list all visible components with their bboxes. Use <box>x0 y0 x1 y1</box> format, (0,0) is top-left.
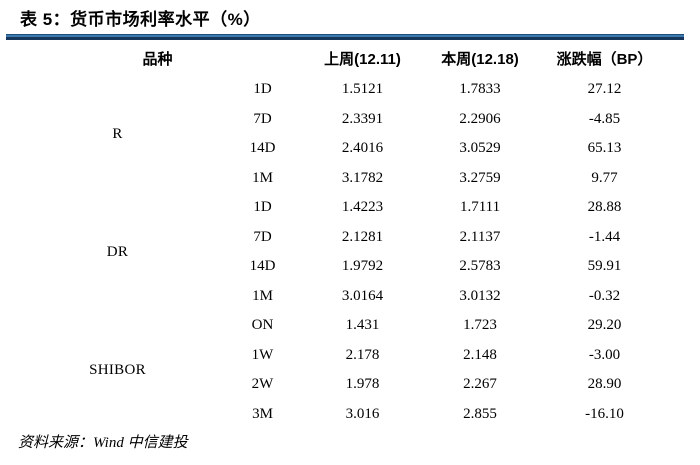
table-row: DR 1D 1.4223 1.7111 28.88 <box>0 193 684 259</box>
cell-tenor: 1D <box>253 81 272 98</box>
cell-tenor: 1W <box>251 346 274 363</box>
cell-last-week: 2.4016 <box>341 140 384 157</box>
cell-last-week: 2.178 <box>345 346 380 363</box>
cell-last-week: 3.1782 <box>341 169 384 186</box>
cell-change: 65.13 <box>587 140 622 157</box>
cell-change: 29.20 <box>587 317 622 334</box>
cell-this-week: 3.0529 <box>459 140 501 157</box>
cell-this-week: 1.723 <box>463 317 497 334</box>
cell-tenor: 1M <box>252 287 273 304</box>
data-source-note: 资料来源：Wind 中信建投 <box>18 435 188 451</box>
cell-tenor: 2W <box>251 376 274 393</box>
cell-this-week: 1.7111 <box>459 199 501 216</box>
cell-change: -0.32 <box>588 287 621 304</box>
cell-tenor: 14D <box>249 140 276 157</box>
cell-this-week: 2.267 <box>463 376 497 393</box>
table-row: 3M 3.016 2.855 -16.10 <box>0 400 684 430</box>
table-row: 14D 2.4016 3.0529 65.13 <box>0 134 684 164</box>
cell-change: 59.91 <box>587 258 622 275</box>
cell-this-week: 3.2759 <box>459 169 501 186</box>
cell-tenor: 7D <box>253 228 272 245</box>
table-row: 14D 1.9792 2.5783 59.91 <box>0 252 684 282</box>
table-row: 1M 3.0164 3.0132 -0.32 <box>0 282 684 312</box>
cell-change: 9.77 <box>591 169 618 186</box>
cell-change: 28.88 <box>587 199 622 216</box>
cell-this-week: 2.5783 <box>459 258 501 275</box>
cell-this-week: 3.0132 <box>459 287 501 304</box>
cell-last-week: 1.431 <box>345 317 380 334</box>
cell-last-week: 2.3391 <box>341 110 384 127</box>
cell-last-week: 3.016 <box>345 405 380 422</box>
table-row: R 1D 1.5121 1.7833 27.12 <box>0 75 684 141</box>
table-row: 2W 1.978 2.267 28.90 <box>0 370 684 400</box>
table-row: SHIBOR ON 1.431 1.723 29.20 <box>0 311 684 377</box>
cell-tenor: 14D <box>249 258 276 275</box>
header-last-week: 上周(12.11) <box>324 50 401 68</box>
cell-change: -16.10 <box>585 405 624 422</box>
cell-last-week: 1.978 <box>345 376 380 393</box>
cell-tenor: 3M <box>252 405 273 422</box>
group-label-r: R <box>112 125 123 142</box>
cell-tenor: 1M <box>252 169 273 186</box>
table-header-row: 品种 上周(12.11) 本周(12.18) 涨跌幅（BP） <box>0 41 684 75</box>
cell-change: 28.90 <box>587 376 622 393</box>
cell-tenor: ON <box>251 317 274 334</box>
title-rule-divider <box>6 34 684 40</box>
cell-this-week: 2.2906 <box>459 110 501 127</box>
table-row: 1W 2.178 2.148 -3.00 <box>0 341 684 371</box>
group-label-shibor: SHIBOR <box>89 361 146 378</box>
cell-last-week: 3.0164 <box>341 287 384 304</box>
cell-this-week: 2.1137 <box>459 228 501 245</box>
table-row: 1M 3.1782 3.2759 9.77 <box>0 164 684 194</box>
cell-this-week: 1.7833 <box>459 81 501 98</box>
cell-tenor: 1D <box>253 199 272 216</box>
cell-last-week: 1.5121 <box>341 81 384 98</box>
header-this-week: 本周(12.18) <box>441 50 519 68</box>
cell-this-week: 2.148 <box>463 346 497 363</box>
header-change-bp: 涨跌幅（BP） <box>556 50 653 68</box>
cell-change: 27.12 <box>587 81 622 98</box>
cell-change: -1.44 <box>588 228 621 245</box>
table-title: 表 5：货币市场利率水平（%） <box>20 10 261 29</box>
cell-last-week: 1.9792 <box>341 258 384 275</box>
cell-this-week: 2.855 <box>463 405 497 422</box>
cell-tenor: 7D <box>253 110 272 127</box>
table-row: 7D 2.1281 2.1137 -1.44 <box>0 223 684 253</box>
money-market-rates-table: 品种 上周(12.11) 本周(12.18) 涨跌幅（BP） R 1D 1.51… <box>0 41 684 429</box>
cell-change: -3.00 <box>588 346 621 363</box>
header-category: 品种 <box>142 50 173 68</box>
group-label-dr: DR <box>106 243 129 260</box>
cell-last-week: 2.1281 <box>341 228 384 245</box>
cell-last-week: 1.4223 <box>341 199 384 216</box>
cell-change: -4.85 <box>588 110 621 127</box>
table-row: 7D 2.3391 2.2906 -4.85 <box>0 105 684 135</box>
